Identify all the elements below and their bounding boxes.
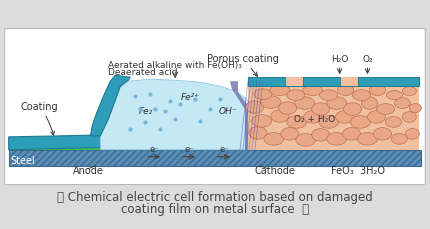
- Ellipse shape: [303, 85, 322, 96]
- Polygon shape: [248, 78, 419, 87]
- Ellipse shape: [327, 97, 347, 110]
- Text: H₂O: H₂O: [331, 55, 348, 64]
- Ellipse shape: [405, 129, 419, 140]
- Ellipse shape: [387, 91, 402, 100]
- Ellipse shape: [246, 101, 264, 114]
- Text: Cathode: Cathode: [255, 165, 295, 175]
- Ellipse shape: [295, 97, 315, 110]
- Ellipse shape: [362, 97, 378, 110]
- Ellipse shape: [312, 103, 330, 116]
- Ellipse shape: [279, 102, 297, 115]
- Text: FeO₃  3H₂O: FeO₃ 3H₂O: [331, 165, 384, 175]
- Ellipse shape: [344, 103, 362, 116]
- Bar: [9, 148, 258, 150]
- Text: Fe₂⁺: Fe₂⁺: [139, 106, 158, 115]
- Text: e⁻: e⁻: [184, 144, 194, 153]
- Text: coating film on metal surface  〉: coating film on metal surface 〉: [121, 202, 309, 215]
- Text: O₂ + H₂O: O₂ + H₂O: [294, 114, 335, 123]
- Ellipse shape: [261, 96, 281, 109]
- Ellipse shape: [254, 89, 272, 100]
- Text: OH⁻: OH⁻: [218, 106, 237, 115]
- Ellipse shape: [368, 111, 385, 124]
- Ellipse shape: [402, 112, 416, 123]
- Text: Aerated alkaline with Fe(OH)₃: Aerated alkaline with Fe(OH)₃: [108, 61, 242, 70]
- Ellipse shape: [353, 90, 371, 101]
- Ellipse shape: [335, 111, 353, 124]
- Ellipse shape: [270, 85, 290, 96]
- Ellipse shape: [249, 127, 267, 139]
- Ellipse shape: [319, 116, 338, 129]
- Ellipse shape: [281, 128, 299, 141]
- Polygon shape: [100, 80, 252, 150]
- Text: 〈 Chemical electric cell formation based on damaged: 〈 Chemical electric cell formation based…: [57, 190, 373, 203]
- Text: e⁻: e⁻: [149, 144, 159, 153]
- Ellipse shape: [409, 104, 421, 113]
- Bar: [285, 78, 303, 87]
- Ellipse shape: [304, 111, 322, 124]
- FancyBboxPatch shape: [5, 29, 425, 185]
- Ellipse shape: [252, 115, 272, 128]
- Ellipse shape: [374, 128, 391, 141]
- Text: Coating: Coating: [21, 102, 58, 136]
- Ellipse shape: [338, 85, 353, 96]
- Polygon shape: [90, 76, 130, 136]
- Ellipse shape: [271, 110, 289, 123]
- Bar: [9, 150, 421, 166]
- Ellipse shape: [327, 133, 347, 145]
- Ellipse shape: [369, 85, 385, 96]
- Ellipse shape: [350, 116, 371, 129]
- Ellipse shape: [287, 90, 305, 101]
- Text: O₂: O₂: [362, 55, 373, 64]
- Text: Fe²⁺: Fe²⁺: [181, 93, 200, 102]
- Polygon shape: [248, 87, 419, 150]
- Text: Anode: Anode: [73, 165, 104, 175]
- Text: Porous coating: Porous coating: [207, 54, 279, 77]
- Ellipse shape: [312, 129, 330, 142]
- Ellipse shape: [357, 133, 378, 145]
- Ellipse shape: [319, 90, 338, 101]
- Text: Deaerated acid: Deaerated acid: [108, 68, 178, 77]
- Ellipse shape: [394, 98, 410, 109]
- Ellipse shape: [296, 134, 316, 147]
- Ellipse shape: [377, 104, 394, 115]
- Ellipse shape: [264, 133, 284, 145]
- Polygon shape: [230, 82, 252, 150]
- Ellipse shape: [287, 116, 307, 129]
- Ellipse shape: [343, 128, 360, 141]
- Text: e⁻: e⁻: [219, 144, 229, 153]
- Text: Steel: Steel: [11, 155, 35, 165]
- Ellipse shape: [402, 87, 416, 96]
- Ellipse shape: [385, 117, 401, 128]
- Bar: [340, 78, 357, 87]
- Polygon shape: [9, 135, 111, 150]
- Ellipse shape: [391, 134, 407, 144]
